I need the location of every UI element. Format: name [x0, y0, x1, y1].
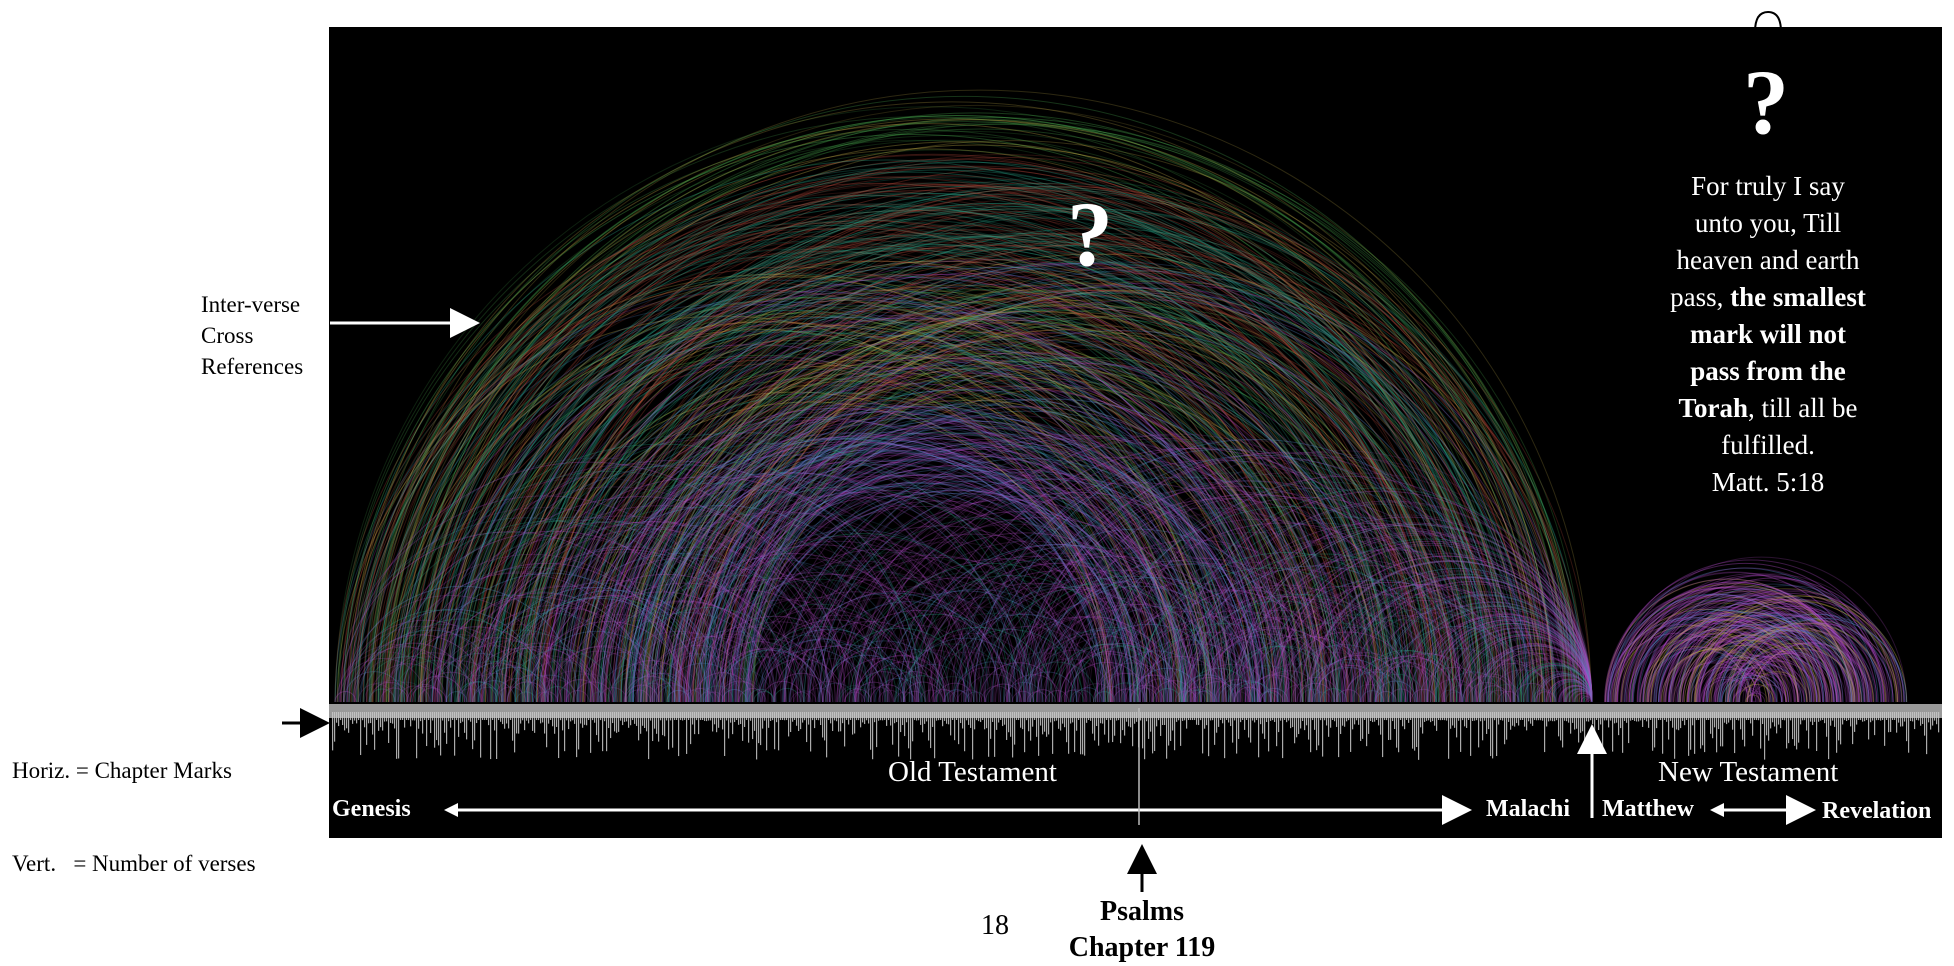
scripture-quote: For truly I say unto you, Till heaven an… — [1637, 168, 1899, 501]
psalms-callout: Psalms Chapter 119 — [1068, 896, 1216, 963]
book-malachi: Malachi — [1486, 796, 1570, 822]
book-matthew: Matthew — [1602, 796, 1694, 822]
arc-bundle — [335, 89, 1908, 702]
verse-count-bars — [332, 712, 1940, 760]
cross-reference-arcs — [329, 89, 1942, 760]
chapter-marks-label: Horiz. = Chapter Marks Vert. = Number of… — [12, 758, 256, 876]
cross-references-label: Inter-verse Cross References — [201, 292, 304, 379]
page-number: 18 — [981, 910, 1009, 941]
question-mark-center: ? — [1067, 183, 1113, 285]
book-revelation: Revelation — [1822, 798, 1932, 824]
question-mark-right: ? — [1743, 51, 1789, 153]
new-testament-label: New Testament — [1658, 756, 1839, 788]
arc-diagram-panel — [329, 27, 1942, 838]
old-testament-label: Old Testament — [888, 756, 1057, 788]
quote-reference: Matt. 5:18 — [1711, 467, 1825, 497]
book-genesis: Genesis — [332, 796, 411, 822]
